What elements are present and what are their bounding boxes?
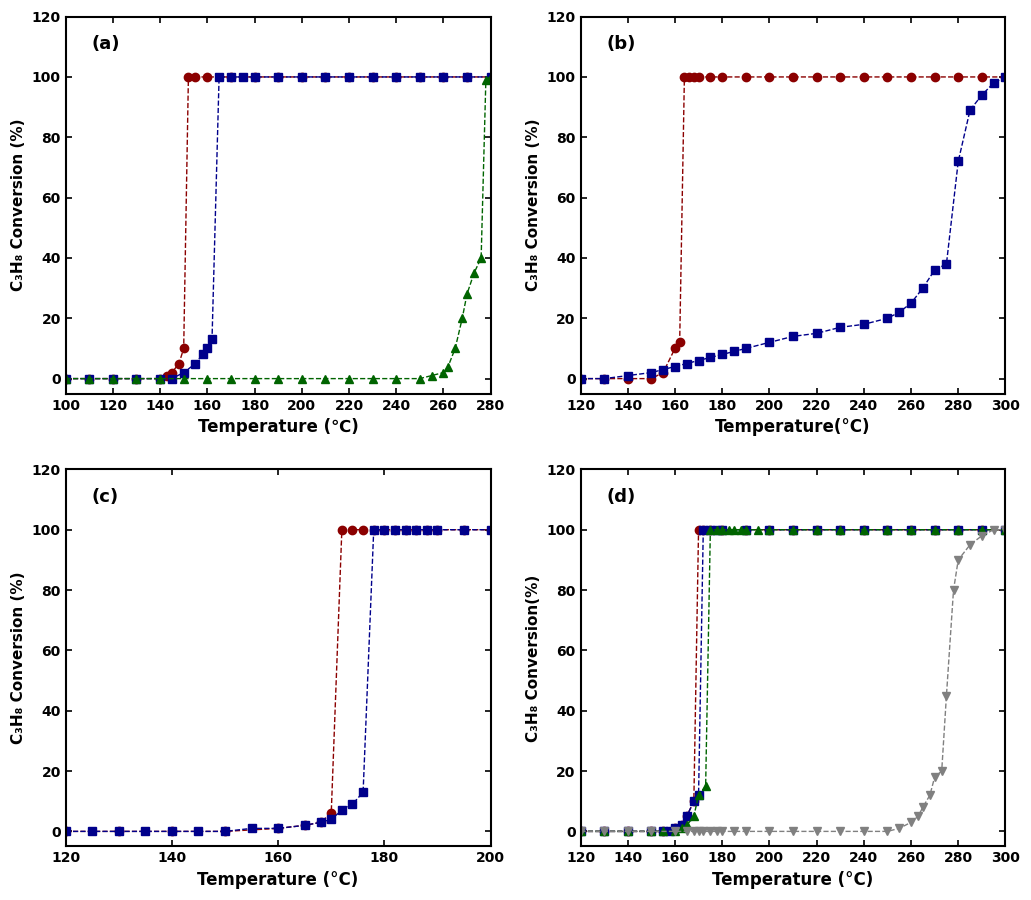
- X-axis label: Temperature (°C): Temperature (°C): [712, 871, 873, 889]
- Y-axis label: C₃H₈ Conversion (%): C₃H₈ Conversion (%): [11, 572, 26, 744]
- Y-axis label: C₃H₈ Conversion (%): C₃H₈ Conversion (%): [11, 119, 26, 292]
- Y-axis label: C₃H₈ Conversion(%): C₃H₈ Conversion(%): [526, 574, 541, 742]
- X-axis label: Temperature (℃): Temperature (℃): [198, 418, 359, 436]
- Text: (b): (b): [606, 35, 635, 53]
- Text: (c): (c): [91, 488, 119, 506]
- Y-axis label: C₃H₈ Conversion (%): C₃H₈ Conversion (%): [526, 119, 541, 292]
- X-axis label: Temperature(°C): Temperature(°C): [716, 418, 871, 436]
- X-axis label: Temperature (°C): Temperature (°C): [198, 871, 359, 889]
- Text: (a): (a): [91, 35, 120, 53]
- Text: (d): (d): [606, 488, 635, 506]
